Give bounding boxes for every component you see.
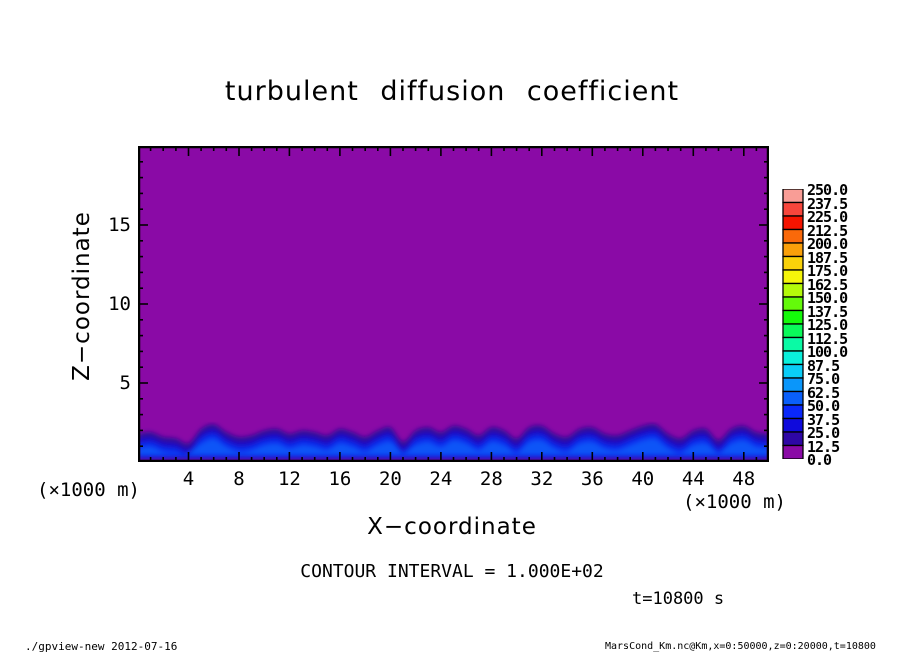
x-axis-label: X−coordinate [367, 514, 537, 540]
contour-interval-note: CONTOUR INTERVAL = 1.000E+02 [300, 561, 604, 582]
colorbar-tick-label: 212.5 [807, 221, 848, 240]
time-annotation: t=10800 s [632, 589, 725, 609]
colorbar-tick-label: 125.0 [807, 316, 848, 334]
colorbar-tick-label: 25.0 [807, 424, 840, 442]
colorbar-tick-label: 0.0 [807, 451, 832, 469]
colorbar-cell [782, 228, 804, 244]
colorbar-tick-label: 75.0 [807, 370, 840, 388]
colorbar-tick-label: 200.0 [807, 235, 848, 253]
z-axis-label: Z−coordinate [69, 211, 95, 381]
colorbar-cell [782, 282, 804, 298]
colorbar-tick-label: 175.0 [807, 262, 848, 280]
colorbar-tick-label: 150.0 [807, 289, 848, 307]
x-tick-label: 36 [580, 468, 604, 490]
x-tick-label: 48 [732, 468, 756, 490]
colorbar-cell [782, 336, 804, 352]
colorbar-tick-label: 37.5 [807, 410, 840, 429]
colorbar-tick-label: 250.0 [807, 181, 848, 199]
x-tick-label: 28 [479, 468, 503, 490]
x-tick-label: 40 [631, 468, 655, 490]
page-title: turbulent diffusion coefficient [224, 76, 680, 107]
colorbar-cell [782, 444, 804, 459]
x-tick-label: 16 [328, 468, 352, 490]
colorbar-cell [782, 269, 804, 285]
colorbar-cell [782, 350, 804, 366]
x-tick-label: 44 [681, 468, 705, 490]
colorbar-cell [782, 201, 804, 217]
x-tick-label: 24 [429, 468, 453, 490]
colorbar-cell [782, 215, 804, 231]
colorbar-cell [782, 363, 804, 379]
colorbar-cell [782, 255, 804, 271]
colorbar-tick-label: 237.5 [807, 194, 848, 213]
x-tick-label: 8 [233, 468, 245, 490]
contour-plot-area [138, 146, 769, 462]
colorbar-cell [782, 323, 804, 339]
x-tick-label: 32 [530, 468, 554, 490]
colorbar-tick-label: 12.5 [807, 437, 840, 456]
colorbar-cell [782, 296, 804, 312]
colorbar-cell [782, 404, 804, 420]
colorbar-tick-label: 187.5 [807, 248, 848, 267]
colorbar-cell [782, 309, 804, 325]
colorbar [782, 189, 804, 459]
colorbar-tick-label: 50.0 [807, 397, 840, 415]
footer-command-stamp: ./gpview-new 2012-07-16 [25, 640, 178, 653]
colorbar-tick-label: 162.5 [807, 275, 848, 294]
colorbar-tick-label: 62.5 [807, 383, 840, 402]
colorbar-tick-label: 112.5 [807, 329, 848, 348]
colorbar-tick-label: 87.5 [807, 356, 840, 375]
footer-dataset-stamp: MarsCond_Km.nc@Km,x=0:50000,z=0:20000,t=… [605, 641, 876, 652]
x-tick-label: 20 [378, 468, 402, 490]
z-axis-units-label: (×1000 m) [37, 479, 140, 501]
colorbar-cell [782, 417, 804, 433]
colorbar-cell [782, 242, 804, 258]
colorbar-cell [782, 189, 804, 204]
colorbar-cell [782, 431, 804, 447]
x-tick-label: 12 [277, 468, 301, 490]
diffusion-band [140, 423, 767, 460]
diffusion-band-layer [140, 439, 767, 455]
x-axis-units-label: (×1000 m) [683, 491, 786, 513]
plot-frame [138, 146, 769, 462]
colorbar-tick-label: 225.0 [807, 208, 848, 226]
colorbar-cell [782, 377, 804, 393]
colorbar-tick-label: 137.5 [807, 302, 848, 321]
plot-background [138, 146, 769, 462]
x-tick-label: 4 [182, 468, 195, 490]
colorbar-tick-label: 100.0 [807, 343, 848, 361]
colorbar-cell [782, 390, 804, 406]
